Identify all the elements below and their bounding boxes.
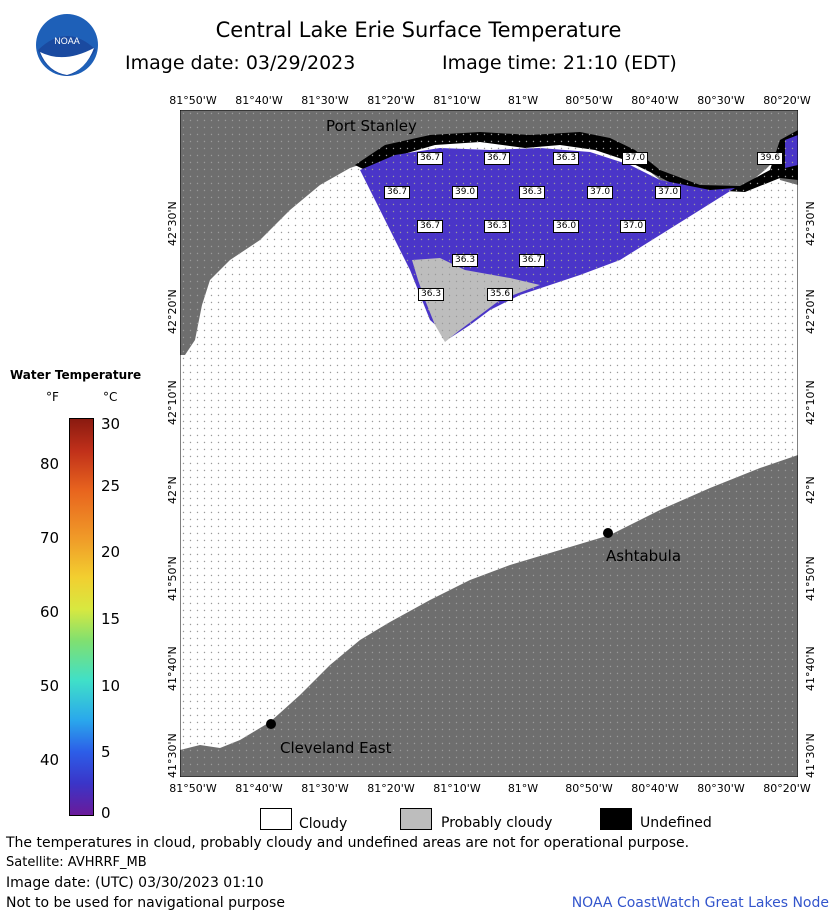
- c-label: 25: [101, 477, 121, 495]
- temp-label: 37.0: [620, 220, 647, 233]
- temp-label: 36.7: [417, 152, 444, 165]
- key-undefined-label: Undefined: [640, 815, 712, 831]
- temp-label: 36.7: [519, 254, 546, 267]
- f-label: 80: [40, 455, 60, 473]
- temp-label: 36.3: [553, 152, 580, 165]
- c-label: 5: [101, 743, 111, 761]
- temp-label: 36.7: [384, 186, 411, 199]
- f-label: 60: [40, 603, 60, 621]
- map-canvas: [180, 110, 798, 777]
- temp-label: 35.6: [487, 288, 514, 301]
- image-time: Image time: 21:10 (EDT): [442, 52, 677, 74]
- lat-tick-left: 42°20'N: [166, 289, 179, 334]
- temp-label: 36.3: [452, 254, 479, 267]
- lat-tick-right: 42°10'N: [804, 380, 817, 425]
- lon-tick-top: 81°10'W: [433, 94, 481, 107]
- lat-tick-left: 41°40'N: [166, 646, 179, 691]
- svg-text:NOAA: NOAA: [54, 36, 80, 46]
- legend-title: Water Temperature: [10, 368, 142, 382]
- lon-tick-bottom: 81°10'W: [433, 782, 481, 795]
- ashtabula-marker: [603, 528, 613, 538]
- lat-tick-right: 41°30'N: [804, 733, 817, 778]
- temp-label: 39.6: [757, 152, 784, 165]
- place-ashtabula: Ashtabula: [606, 547, 682, 565]
- temp-label: 36.0: [553, 220, 580, 233]
- lat-tick-left: 42°N: [166, 476, 179, 504]
- lon-tick-top: 80°50'W: [565, 94, 613, 107]
- lat-tick-right: 41°50'N: [804, 556, 817, 601]
- grid-dots: [180, 110, 798, 777]
- f-label: 40: [40, 751, 60, 769]
- image-date: Image date: 03/29/2023: [125, 52, 356, 74]
- lon-tick-top: 81°50'W: [169, 94, 217, 107]
- temp-label: 37.0: [655, 186, 682, 199]
- temp-label: 39.0: [452, 186, 479, 199]
- c-label: 15: [101, 610, 121, 628]
- c-label: 10: [101, 677, 121, 695]
- lat-tick-right: 42°20'N: [804, 289, 817, 334]
- f-label: 50: [40, 677, 60, 695]
- cleveland-marker: [266, 719, 276, 729]
- c-label: 20: [101, 543, 121, 561]
- f-label: 70: [40, 529, 60, 547]
- place-port-stanley: Port Stanley: [326, 117, 417, 135]
- lat-tick-right: 42°N: [804, 476, 817, 504]
- lon-tick-bottom: 80°50'W: [565, 782, 613, 795]
- lon-tick-top: 81°40'W: [235, 94, 283, 107]
- color-scale-bar: [69, 418, 94, 816]
- footer-credit: NOAA CoastWatch Great Lakes Node: [571, 895, 829, 911]
- footer-note: The temperatures in cloud, probably clou…: [6, 835, 690, 851]
- key-cloudy-label: Cloudy: [299, 816, 348, 832]
- lon-tick-top: 81°20'W: [367, 94, 415, 107]
- footer-utc-date: Image date: (UTC) 03/30/2023 01:10: [6, 875, 264, 891]
- lon-tick-bottom: 81°50'W: [169, 782, 217, 795]
- footer-satellite: Satellite: AVHRRF_MB: [6, 855, 147, 870]
- footer-nav: Not to be used for navigational purpose: [6, 895, 285, 911]
- temp-label: 36.7: [484, 152, 511, 165]
- temp-label: 36.3: [519, 186, 546, 199]
- temp-label: 36.3: [484, 220, 511, 233]
- lon-tick-bottom: 81°W: [507, 782, 539, 795]
- noaa-logo: NOAA: [36, 14, 98, 76]
- map-title: Central Lake Erie Surface Temperature: [215, 18, 622, 42]
- c-label: 30: [101, 415, 121, 433]
- key-cloudy-swatch: [260, 808, 292, 830]
- lon-tick-top: 81°W: [507, 94, 539, 107]
- temp-label: 36.7: [417, 220, 444, 233]
- temp-label: 36.3: [418, 288, 445, 301]
- lon-tick-bottom: 80°30'W: [697, 782, 745, 795]
- lon-tick-bottom: 81°30'W: [301, 782, 349, 795]
- c-label: 0: [101, 804, 111, 822]
- key-undefined-swatch: [600, 808, 632, 830]
- temp-label: 37.0: [587, 186, 614, 199]
- key-probably-cloudy-label: Probably cloudy: [441, 815, 553, 831]
- lon-tick-bottom: 80°20'W: [763, 782, 811, 795]
- lat-tick-left: 41°30'N: [166, 733, 179, 778]
- lat-tick-right: 42°30'N: [804, 201, 817, 246]
- temp-label: 37.0: [622, 152, 649, 165]
- lat-tick-left: 42°10'N: [166, 380, 179, 425]
- lat-tick-right: 41°40'N: [804, 646, 817, 691]
- key-probably-cloudy-swatch: [400, 808, 432, 830]
- lon-tick-top: 81°30'W: [301, 94, 349, 107]
- unit-f: °F: [46, 390, 59, 404]
- lon-tick-bottom: 81°20'W: [367, 782, 415, 795]
- lat-tick-left: 41°50'N: [166, 556, 179, 601]
- unit-c: °C: [103, 390, 118, 404]
- lon-tick-bottom: 81°40'W: [235, 782, 283, 795]
- lon-tick-top: 80°40'W: [631, 94, 679, 107]
- lon-tick-bottom: 80°40'W: [631, 782, 679, 795]
- lat-tick-left: 42°30'N: [166, 201, 179, 246]
- place-cleveland-east: Cleveland East: [280, 739, 392, 757]
- lon-tick-top: 80°30'W: [697, 94, 745, 107]
- lon-tick-top: 80°20'W: [763, 94, 811, 107]
